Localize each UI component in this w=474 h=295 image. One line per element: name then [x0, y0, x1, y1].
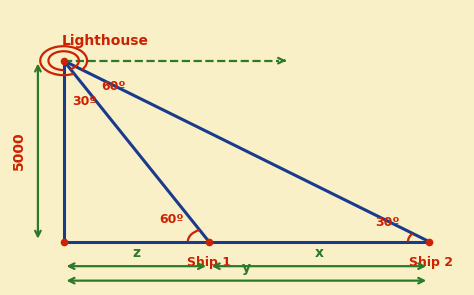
Text: x: x: [314, 246, 323, 260]
Text: 30º: 30º: [375, 216, 400, 229]
Text: Lighthouse: Lighthouse: [61, 34, 148, 47]
Text: 60º: 60º: [160, 213, 184, 226]
Text: Ship 2: Ship 2: [410, 256, 454, 269]
Text: y: y: [242, 261, 251, 275]
Text: 5000: 5000: [12, 132, 26, 171]
Text: 30º: 30º: [72, 95, 97, 108]
Text: z: z: [132, 246, 140, 260]
Text: 60º: 60º: [101, 80, 126, 93]
Text: Ship 1: Ship 1: [187, 256, 231, 269]
